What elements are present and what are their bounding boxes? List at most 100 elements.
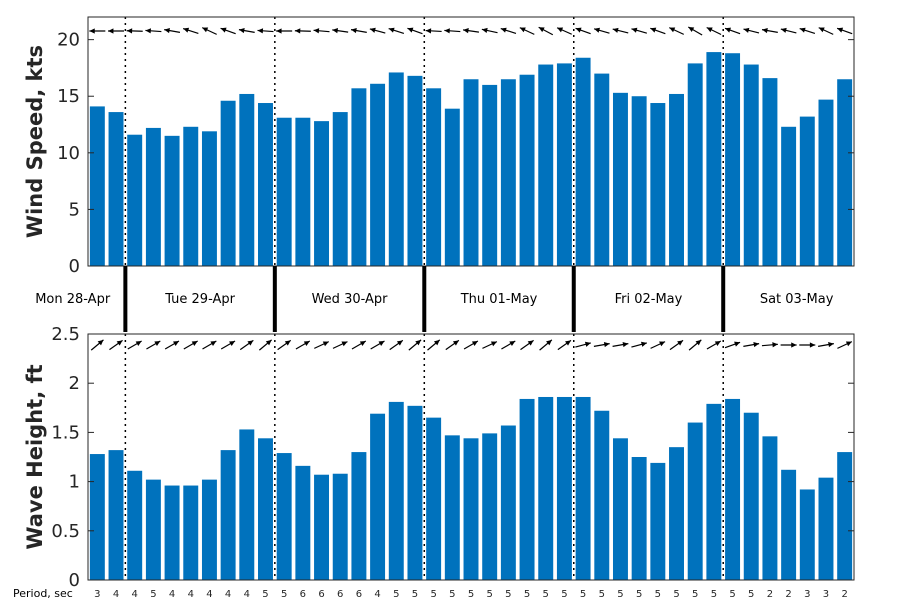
wind-bar bbox=[594, 73, 610, 266]
wind-direction-arrow bbox=[276, 28, 293, 34]
wind-direction-arrow bbox=[743, 27, 760, 34]
wind-bar bbox=[258, 103, 273, 267]
wind-bar bbox=[612, 92, 628, 266]
wave-direction-arrow bbox=[277, 339, 292, 351]
day-strip: Mon 28-Apr Tue 29-Apr Wed 30-Apr Thu 01-May… bbox=[35, 266, 834, 332]
wind-direction-arrow bbox=[724, 27, 741, 35]
wave-direction-arrow bbox=[389, 339, 404, 351]
wind-bar bbox=[650, 103, 666, 267]
day-label: Wed 30-Apr bbox=[312, 292, 389, 307]
wind-direction-arrow bbox=[332, 28, 349, 34]
wave-bar bbox=[201, 479, 217, 580]
wave-bar bbox=[594, 410, 610, 580]
period-value: 2 bbox=[785, 589, 791, 600]
wave-bar bbox=[799, 489, 815, 580]
wave-direction-arrow bbox=[183, 340, 198, 350]
wave-bar bbox=[519, 398, 535, 580]
period-value: 5 bbox=[561, 589, 567, 600]
wind-direction-arrow bbox=[818, 27, 834, 35]
wave-direction-arrow bbox=[631, 341, 648, 348]
wind-direction-arrow bbox=[462, 28, 480, 34]
wind-bar bbox=[295, 117, 311, 266]
wave-bar bbox=[837, 452, 853, 580]
wind-direction-arrow bbox=[575, 27, 591, 35]
wave-direction-arrow bbox=[706, 340, 722, 350]
wave-y-axis-label: Wave Height, ft bbox=[23, 364, 47, 549]
wind-direction-arrow bbox=[350, 27, 367, 34]
wave-direction-arrow bbox=[351, 340, 367, 350]
wind-direction-arrow bbox=[612, 27, 629, 34]
wave-bar bbox=[781, 469, 797, 580]
wind-direction-arrow bbox=[108, 28, 125, 34]
period-title: Period, sec bbox=[13, 587, 73, 600]
wind-direction-arrow bbox=[481, 27, 498, 34]
wind-bar bbox=[743, 64, 759, 266]
period-value: 5 bbox=[673, 589, 679, 600]
wind-panel: 0 5 10 15 20 Wind Speed, kts bbox=[23, 16, 855, 277]
wave-bar bbox=[183, 485, 199, 580]
wind-bar bbox=[519, 74, 535, 266]
day-label: Tue 29-Apr bbox=[164, 292, 235, 307]
period-value: 2 bbox=[767, 589, 773, 600]
period-value: 5 bbox=[449, 589, 455, 600]
period-value: 5 bbox=[617, 589, 623, 600]
period-value: 6 bbox=[300, 589, 306, 600]
wave-direction-arrow bbox=[593, 341, 610, 348]
wind-direction-arrow bbox=[500, 27, 517, 35]
wave-direction-arrow bbox=[650, 341, 666, 349]
wave-bar bbox=[258, 438, 273, 580]
period-value: 4 bbox=[206, 589, 212, 600]
wave-bar bbox=[108, 450, 124, 580]
wave-direction-arrow bbox=[837, 341, 853, 349]
wave-direction-arrow bbox=[761, 342, 778, 348]
wave-y-tick-label: 2.5 bbox=[51, 324, 80, 345]
wave-direction-arrow bbox=[557, 339, 572, 351]
wind-bar bbox=[725, 53, 741, 266]
wind-bar bbox=[762, 78, 778, 267]
wind-y-axis-label: Wind Speed, kts bbox=[23, 45, 47, 238]
wave-direction-arrow bbox=[146, 340, 161, 350]
period-value: 5 bbox=[711, 589, 717, 600]
wind-direction-arrow bbox=[257, 28, 274, 34]
wind-direction-arrow bbox=[669, 27, 685, 35]
wind-direction-arrow bbox=[631, 27, 648, 34]
wind-direction-arrow bbox=[238, 27, 255, 34]
period-value: 6 bbox=[356, 589, 362, 600]
period-value: 4 bbox=[188, 589, 194, 600]
period-value: 6 bbox=[318, 589, 324, 600]
wave-direction-arrow bbox=[258, 339, 273, 351]
wave-direction-arrow bbox=[688, 339, 702, 351]
wind-y-tick-label: 5 bbox=[69, 199, 80, 220]
wind-direction-arrow bbox=[145, 28, 162, 34]
wind-direction-arrow bbox=[761, 27, 778, 34]
wind-direction-arrow bbox=[89, 28, 106, 34]
wind-bar bbox=[818, 99, 834, 267]
wave-bar bbox=[500, 425, 516, 580]
period-value: 5 bbox=[505, 589, 511, 600]
wind-direction-arrow bbox=[201, 27, 217, 35]
wind-direction-arrow bbox=[836, 27, 853, 35]
wind-bar bbox=[631, 96, 647, 266]
wave-bar bbox=[538, 396, 554, 580]
wave-bar bbox=[669, 447, 684, 580]
wind-bar bbox=[332, 112, 348, 266]
wave-y-tick-label: 1 bbox=[69, 472, 80, 493]
wave-direction-arrow bbox=[127, 340, 142, 350]
wind-bar bbox=[388, 72, 404, 267]
wind-direction-arrow bbox=[799, 27, 816, 35]
wave-direction-arrow bbox=[669, 339, 684, 351]
period-value: 3 bbox=[94, 589, 100, 600]
wave-direction-arrow bbox=[780, 342, 797, 348]
wind-bar bbox=[370, 83, 386, 266]
wave-y-tick-label: 0.5 bbox=[51, 521, 80, 542]
wind-bar bbox=[799, 116, 815, 266]
wind-y-tick-label: 10 bbox=[57, 143, 80, 164]
period-value: 5 bbox=[486, 589, 492, 600]
wave-bar bbox=[463, 438, 479, 580]
wave-direction-arrow bbox=[332, 341, 348, 349]
wave-bar bbox=[351, 452, 367, 580]
wind-bar bbox=[407, 75, 423, 266]
period-row: Period, sec 3 4 4 5 4 4 4 4 4 5 5 6 6 6 6 4 5 5 5 5 5 5 5 5 5 5 5 5… bbox=[13, 587, 848, 600]
